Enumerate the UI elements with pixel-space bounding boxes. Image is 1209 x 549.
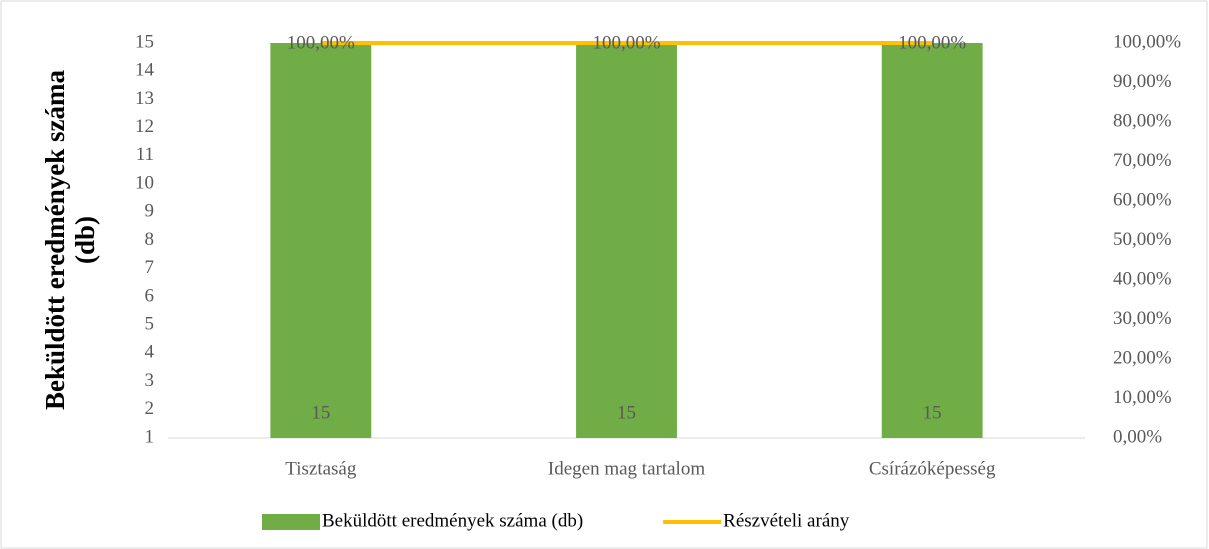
y-tick-label: 10 bbox=[135, 172, 154, 193]
legend-swatch bbox=[262, 514, 320, 530]
legend-label: Részvételi arány bbox=[723, 510, 850, 531]
y-tick-label: 15 bbox=[135, 31, 154, 52]
y-tick-label: 4 bbox=[145, 342, 155, 363]
y-tick-label: 2 bbox=[145, 398, 155, 419]
y2-tick-label: 50,00% bbox=[1113, 229, 1172, 250]
y-axis-title: Beküldött eredmények száma (db) bbox=[40, 70, 100, 410]
y2-tick-label: 0,00% bbox=[1113, 426, 1162, 447]
y-tick-label: 7 bbox=[145, 257, 155, 278]
y2-tick-label: 40,00% bbox=[1113, 268, 1172, 289]
line-value-label: 100,00% bbox=[287, 32, 355, 53]
y-tick-label: 13 bbox=[135, 88, 154, 109]
y-tick-label: 11 bbox=[136, 144, 154, 165]
y2-tick-label: 20,00% bbox=[1113, 347, 1172, 368]
bar bbox=[270, 43, 372, 438]
line-value-label: 100,00% bbox=[898, 32, 966, 53]
x-tick-label: Tisztaság bbox=[285, 458, 357, 479]
x-tick-label: Idegen mag tartalom bbox=[548, 458, 705, 479]
y2-tick-label: 70,00% bbox=[1113, 150, 1172, 171]
y2-tick-label: 30,00% bbox=[1113, 308, 1172, 329]
y-tick-label: 12 bbox=[135, 116, 154, 137]
bar bbox=[576, 43, 677, 438]
bar-value-label: 15 bbox=[311, 402, 330, 423]
y2-tick-label: 100,00% bbox=[1113, 31, 1181, 52]
y-tick-label: 3 bbox=[145, 370, 155, 391]
y-tick-label: 14 bbox=[135, 60, 155, 81]
bar bbox=[881, 43, 983, 438]
y-tick-label: 6 bbox=[145, 285, 155, 306]
x-tick-label: Csírázóképesség bbox=[869, 458, 996, 479]
y-tick-label: 1 bbox=[145, 426, 155, 447]
y2-tick-label: 80,00% bbox=[1113, 110, 1172, 131]
y-tick-label: 5 bbox=[145, 314, 155, 335]
y-tick-label: 9 bbox=[145, 201, 155, 222]
bar-value-label: 15 bbox=[923, 402, 942, 423]
y2-tick-label: 90,00% bbox=[1113, 71, 1172, 92]
y-tick-label: 8 bbox=[145, 229, 155, 250]
legend-label: Beküldött eredmények száma (db) bbox=[322, 510, 583, 531]
y2-tick-label: 60,00% bbox=[1113, 189, 1172, 210]
y2-tick-label: 10,00% bbox=[1113, 387, 1172, 408]
line-value-label: 100,00% bbox=[592, 32, 660, 53]
bar-value-label: 15 bbox=[617, 402, 636, 423]
